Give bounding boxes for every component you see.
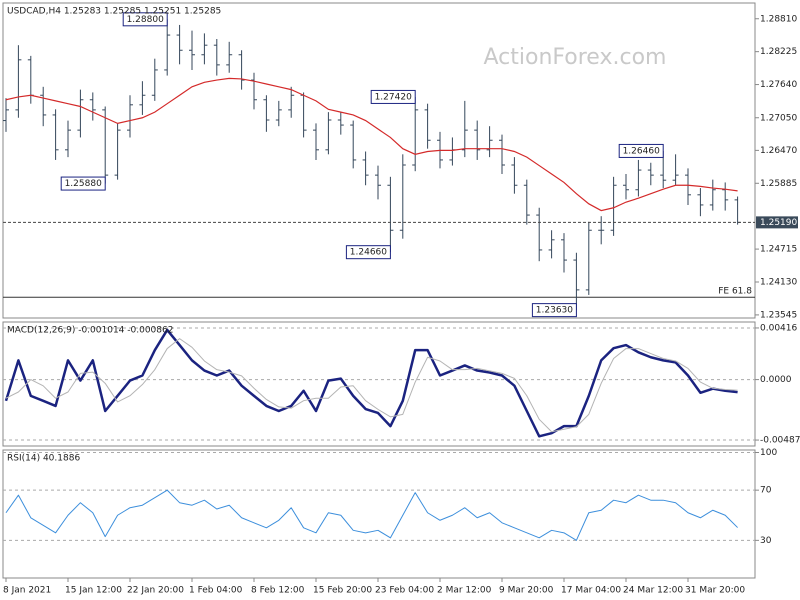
y-tick-label: 1.27640 bbox=[760, 80, 797, 90]
x-tick-label: 22 Jan 20:00 bbox=[127, 586, 184, 596]
annotation-box bbox=[345, 245, 391, 260]
x-tick-label: 2 Mar 12:00 bbox=[437, 586, 492, 596]
x-tick-label: 1 Feb 04:00 bbox=[189, 586, 243, 596]
pane-title: RSI(14) 40.1886 bbox=[7, 454, 80, 464]
current-price-label: 1.25190 bbox=[760, 218, 797, 228]
x-tick-label: 24 Mar 12:00 bbox=[623, 586, 683, 596]
indicator-line bbox=[5, 338, 738, 433]
x-tick-label: 23 Feb 04:00 bbox=[375, 586, 434, 596]
annotation-label: 1.27420 bbox=[375, 92, 412, 102]
indicator-line bbox=[4, 328, 738, 438]
y-tick-label: 1.28810 bbox=[760, 14, 797, 24]
y-tick-label: 1.27050 bbox=[760, 113, 797, 123]
annotation-label: 1.26460 bbox=[623, 146, 660, 156]
y-tick-label: 1.28225 bbox=[760, 47, 797, 57]
moving-average bbox=[5, 77, 738, 212]
x-tick-label: 15 Feb 20:00 bbox=[313, 586, 372, 596]
annotation-label: 1.25880 bbox=[65, 179, 102, 189]
y-tick-label: 1.23545 bbox=[760, 310, 797, 320]
annotation-box bbox=[531, 303, 577, 318]
pane-title: USDCAD,H4 1.25283 1.25285 1.25251 1.2528… bbox=[7, 7, 221, 17]
watermark: ActionForex.com bbox=[484, 45, 667, 70]
y-tick-label: 1.24130 bbox=[760, 278, 797, 288]
x-tick-label: 15 Jan 12:00 bbox=[65, 586, 122, 596]
y-tick-label: 1.26470 bbox=[760, 146, 797, 156]
annotation-label: 1.28800 bbox=[127, 15, 164, 25]
x-tick-label: 31 Mar 20:00 bbox=[685, 586, 745, 596]
y-tick-label: 0.0000 bbox=[760, 375, 792, 385]
annotation-box bbox=[618, 143, 664, 158]
y-tick-label: -0.004871 bbox=[760, 436, 800, 446]
pane-title: MACD(12,26,9) -0.001014 -0.000862 bbox=[7, 326, 173, 336]
annotation-label: 1.24660 bbox=[350, 248, 387, 258]
y-tick-label: 30 bbox=[760, 536, 772, 546]
level-label: FE 61.8 bbox=[718, 287, 752, 297]
x-tick-label: 17 Mar 04:00 bbox=[561, 586, 621, 596]
pane-frame bbox=[2, 449, 756, 579]
pane-frame bbox=[2, 321, 756, 447]
y-tick-label: 70 bbox=[760, 486, 772, 496]
y-tick-label: 0.00416 bbox=[760, 323, 797, 333]
annotation-box bbox=[370, 89, 416, 104]
y-tick-label: 1.24715 bbox=[760, 245, 797, 255]
y-tick-label: 1.25885 bbox=[760, 179, 797, 189]
x-tick-label: 8 Jan 2021 bbox=[3, 586, 51, 596]
x-tick-label: 8 Feb 12:00 bbox=[251, 586, 305, 596]
y-tick-label: 100 bbox=[760, 448, 777, 458]
indicator-line bbox=[5, 489, 738, 541]
annotation-label: 1.23630 bbox=[536, 306, 573, 316]
x-tick-label: 9 Mar 20:00 bbox=[499, 586, 554, 596]
current-price-box bbox=[756, 216, 798, 229]
annotation-box bbox=[60, 176, 106, 191]
pane-frame bbox=[2, 2, 756, 319]
annotation-box bbox=[122, 12, 168, 27]
